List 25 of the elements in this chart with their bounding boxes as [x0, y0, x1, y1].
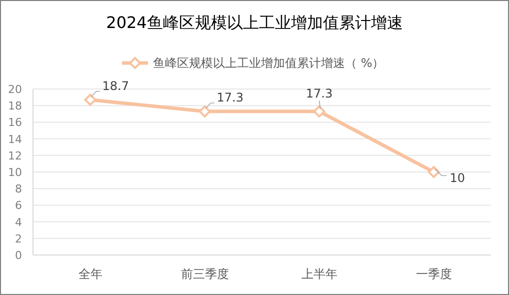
y-tick-label: 16: [8, 116, 22, 130]
y-tick-label: 14: [8, 132, 22, 146]
legend-label: 鱼峰区规模以上工业增加值累计增速（ %）: [153, 56, 384, 70]
point: [428, 166, 440, 178]
data-label: 10: [450, 171, 466, 185]
chart-title: 2024鱼峰区规模以上工业增加值累计增速: [106, 13, 403, 32]
x-tick-label: 一季度: [416, 267, 452, 281]
y-tick-label: 10: [8, 166, 22, 179]
y-tick-label: 18: [8, 100, 22, 113]
y-tick-label: 12: [8, 149, 22, 162]
y-tick-label: 8: [15, 182, 22, 196]
y-tick-label: 4: [15, 216, 22, 229]
data-label: 18.7: [102, 78, 129, 93]
point: [313, 105, 326, 118]
x-tick-label: 上半年: [301, 267, 338, 281]
point: [198, 105, 211, 118]
point: [84, 94, 96, 106]
x-tick-label: 前三季度: [180, 267, 229, 281]
data-label: 17.3: [306, 86, 333, 100]
y-tick-label: 0: [15, 249, 22, 262]
x-tick-label: 全年: [78, 267, 102, 281]
y-tick-label: 2: [15, 232, 22, 246]
data-label: 17.3: [216, 90, 244, 104]
y-tick-label: 20: [8, 83, 22, 96]
y-tick-label: 6: [15, 199, 22, 212]
